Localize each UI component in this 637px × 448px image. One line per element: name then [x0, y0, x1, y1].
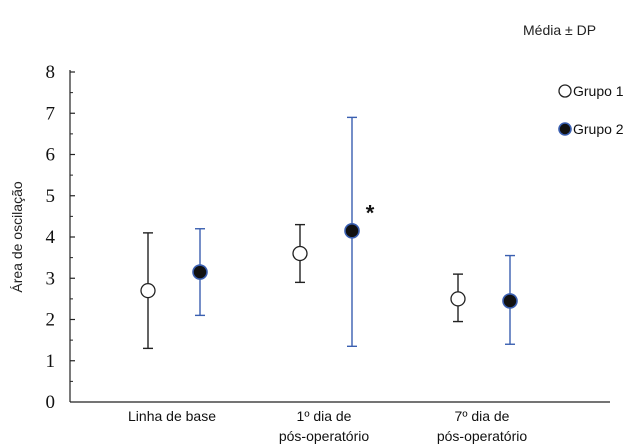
y-tick-label: 8 [46, 62, 56, 83]
y-tick-label: 1 [46, 351, 56, 372]
y-tick-label: 5 [46, 186, 56, 207]
chart-subtitle: Média ± DP [523, 22, 596, 38]
y-tick-label: 2 [46, 310, 56, 331]
annotations: * [366, 200, 375, 225]
data-point [192, 264, 208, 280]
x-category-label: Linha de base [128, 408, 216, 424]
legend-marker [558, 122, 572, 136]
x-category-label: pós-operatório [279, 428, 369, 444]
x-category-label: 1º dia de [297, 408, 352, 424]
y-tick-label: 0 [46, 392, 56, 413]
legend-label: Grupo 2 [573, 121, 624, 137]
significance-marker: * [366, 200, 375, 225]
axes [69, 70, 610, 403]
data-point [140, 282, 156, 299]
y-axis-label: Área de oscilação [9, 181, 25, 293]
y-axis-ticks: 0 1 2 3 4 5 6 7 8 [46, 62, 75, 413]
data-point [292, 245, 308, 262]
x-category-label: pós-operatório [437, 428, 527, 444]
data-point [344, 223, 360, 239]
data-marks [140, 116, 518, 350]
y-tick-label: 7 [46, 103, 56, 124]
y-tick-label: 6 [46, 145, 56, 166]
legend-label: Grupo 1 [573, 83, 624, 99]
x-axis-labels: Linha de base 1º dia de pós-operatório 7º d… [128, 408, 527, 444]
y-tick-label: 3 [46, 268, 56, 289]
x-category-label: 7º dia de [455, 408, 510, 424]
y-tick-label: 4 [46, 227, 56, 248]
legend: Grupo 1 Grupo 2 [558, 83, 624, 137]
data-point [450, 291, 466, 307]
data-point [502, 293, 518, 309]
legend-marker [558, 84, 572, 98]
